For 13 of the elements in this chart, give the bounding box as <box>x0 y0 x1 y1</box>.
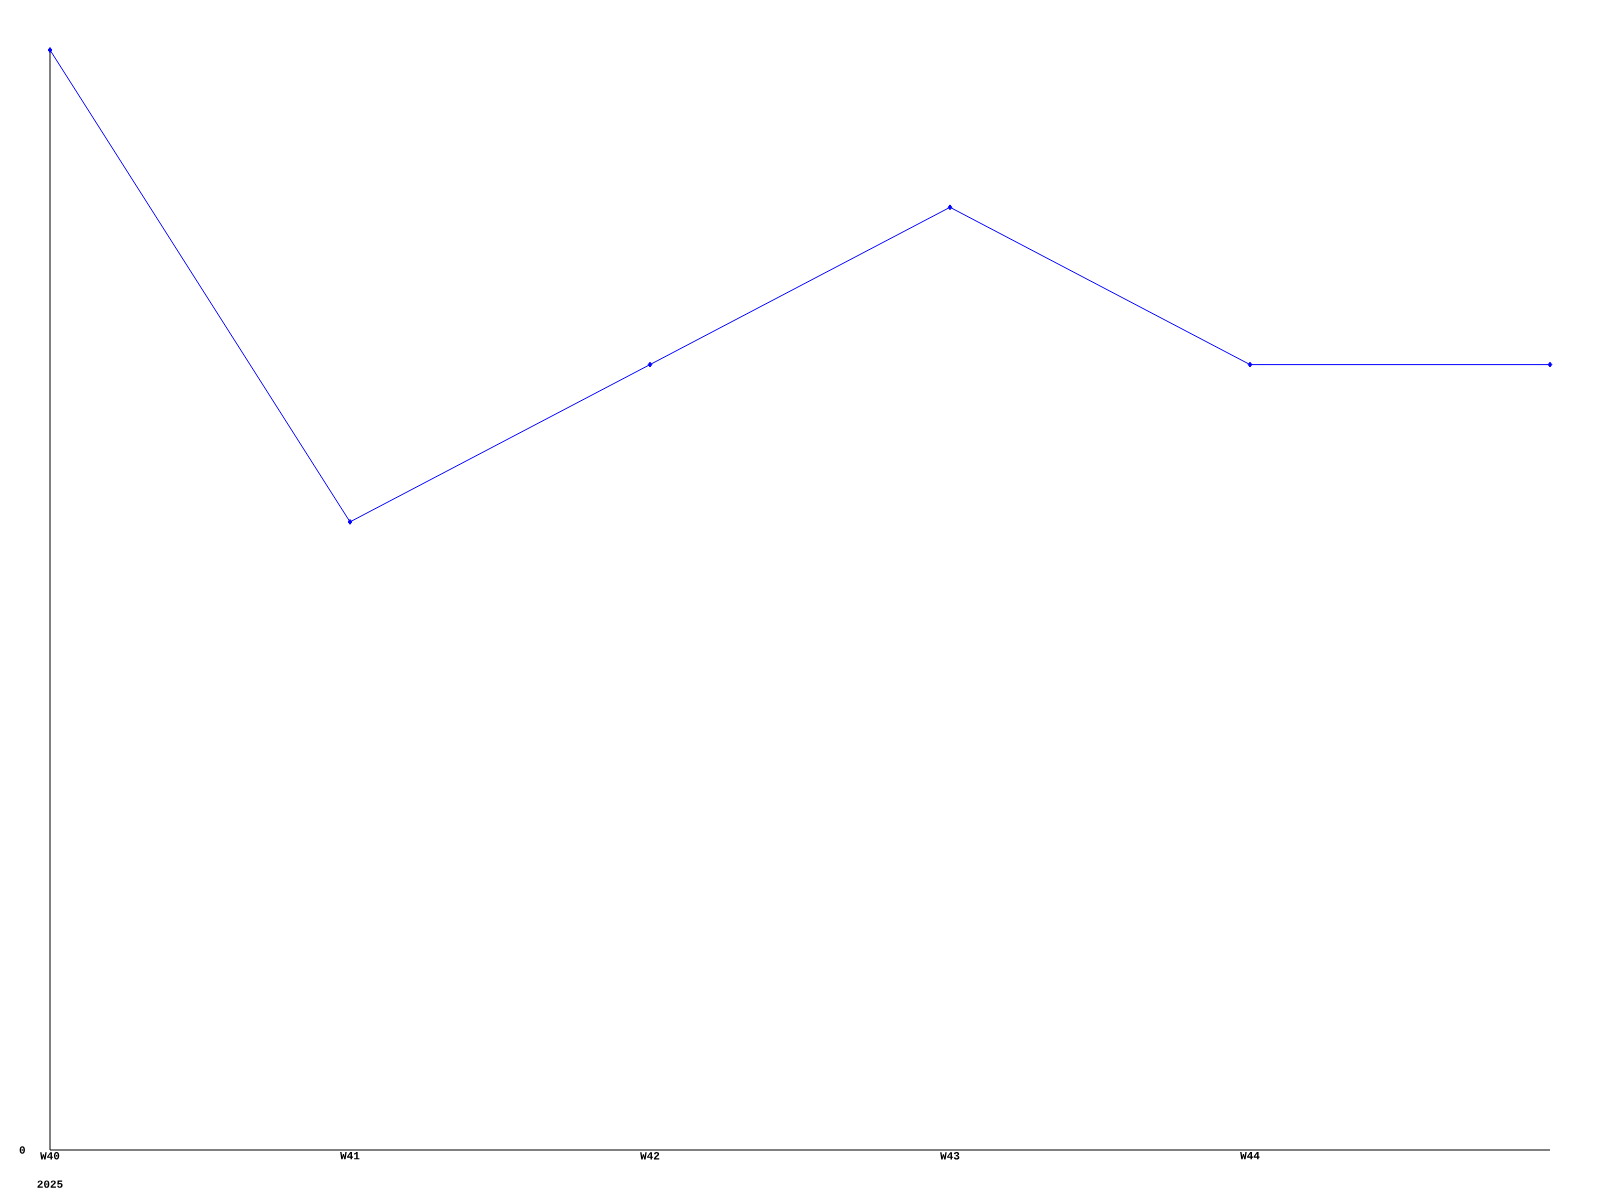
x-tick-label: W44 <box>1240 1152 1260 1160</box>
point <box>47 47 53 53</box>
point <box>947 204 953 211</box>
point <box>1547 361 1553 368</box>
point <box>347 518 353 525</box>
point <box>647 361 653 368</box>
x-tick-label: W42 <box>640 1152 660 1160</box>
x-tick-label: W40 <box>40 1152 60 1160</box>
x-tick-label: W43 <box>940 1152 960 1160</box>
text: 2025 <box>37 1180 63 1188</box>
text: 0 <box>19 1146 25 1154</box>
x-tick-label: W41 <box>340 1152 360 1160</box>
point <box>1247 361 1253 368</box>
